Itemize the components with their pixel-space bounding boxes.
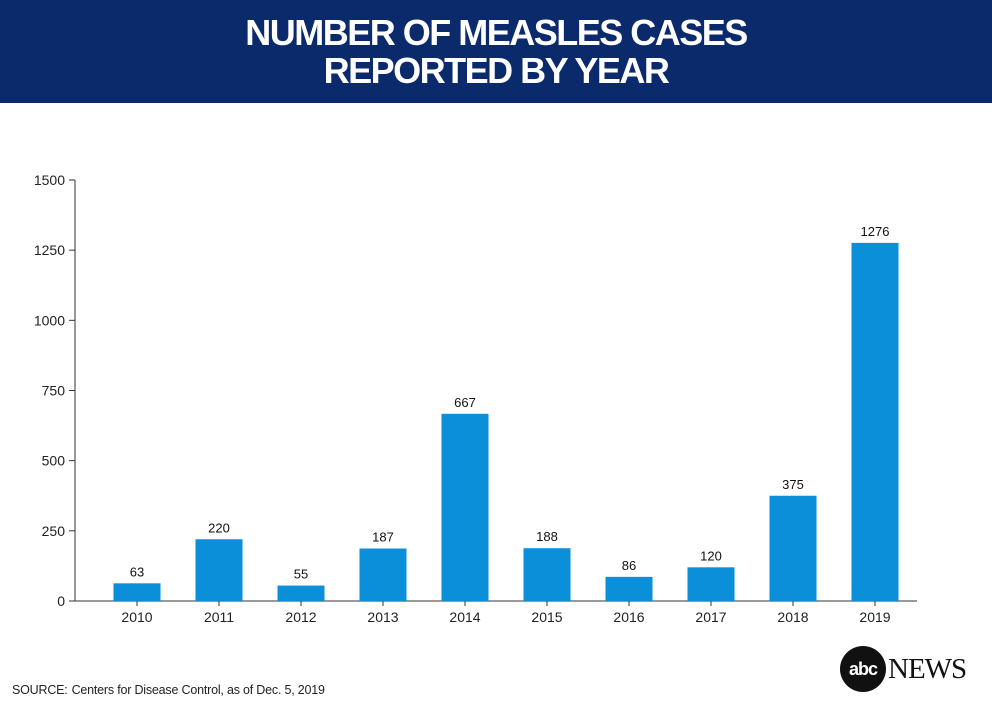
bar-value-label: 188 xyxy=(536,529,558,544)
bar xyxy=(851,242,899,602)
bar-value-label: 1276 xyxy=(861,224,890,239)
y-tick-label: 0 xyxy=(57,593,65,609)
bar-value-label: 55 xyxy=(294,567,308,582)
y-tick-label: 1000 xyxy=(34,312,65,328)
bar xyxy=(359,548,407,601)
x-tick-label: 2010 xyxy=(121,609,152,625)
y-tick-label: 1250 xyxy=(34,242,65,258)
bar xyxy=(277,585,325,601)
bar-value-label: 63 xyxy=(130,564,144,579)
bar-value-label: 187 xyxy=(372,530,394,545)
source-label: SOURCE: xyxy=(12,683,68,697)
bar xyxy=(195,539,243,601)
y-tick-label: 750 xyxy=(42,383,66,399)
x-tick-label: 2014 xyxy=(449,609,480,625)
x-tick-label: 2019 xyxy=(859,609,890,625)
bar xyxy=(441,413,489,601)
bar xyxy=(523,548,571,601)
x-tick-label: 2016 xyxy=(613,609,644,625)
news-wordmark: NEWS xyxy=(888,652,967,685)
source-note: SOURCE: Centers for Disease Control, as o… xyxy=(12,683,325,697)
title-banner: NUMBER OF MEASLES CASES REPORTED BY YEAR xyxy=(0,0,992,103)
y-tick-label: 1500 xyxy=(34,172,65,188)
bar-value-label: 220 xyxy=(208,520,230,535)
bar-value-label: 667 xyxy=(454,395,476,410)
abc-news-logo: abc NEWS xyxy=(840,646,967,692)
chart-title-line-2: REPORTED BY YEAR xyxy=(323,49,670,91)
bar xyxy=(687,567,735,601)
bar-value-label: 120 xyxy=(700,548,722,563)
x-tick-label: 2015 xyxy=(531,609,562,625)
y-tick-label: 500 xyxy=(42,453,66,469)
abc-logo-circle: abc xyxy=(840,646,886,692)
y-tick-label: 250 xyxy=(42,523,66,539)
x-tick-label: 2011 xyxy=(204,609,234,625)
x-tick-label: 2018 xyxy=(777,609,808,625)
source-text: Centers for Disease Control, as of Dec. … xyxy=(71,683,325,697)
bar-value-label: 375 xyxy=(782,477,804,492)
bar xyxy=(605,576,653,601)
bar-value-label: 86 xyxy=(622,558,636,573)
bar xyxy=(113,583,161,601)
x-tick-label: 2013 xyxy=(367,609,398,625)
x-tick-label: 2012 xyxy=(285,609,316,625)
chart-title-line-1: NUMBER OF MEASLES CASES xyxy=(245,11,748,53)
bar xyxy=(769,495,817,601)
x-tick-label: 2017 xyxy=(695,609,726,625)
